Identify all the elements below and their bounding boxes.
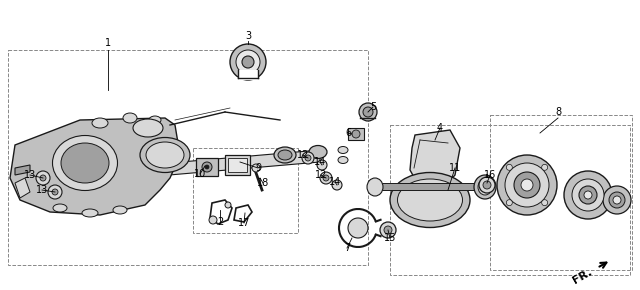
- Circle shape: [332, 180, 342, 190]
- Circle shape: [305, 155, 311, 161]
- Circle shape: [209, 216, 217, 224]
- Ellipse shape: [113, 206, 127, 214]
- Circle shape: [230, 44, 266, 80]
- Circle shape: [579, 186, 597, 204]
- Text: 15: 15: [384, 233, 396, 243]
- Text: 16: 16: [484, 170, 496, 180]
- Text: 6: 6: [345, 128, 351, 138]
- Ellipse shape: [474, 175, 496, 199]
- Ellipse shape: [278, 150, 292, 160]
- Circle shape: [497, 155, 557, 215]
- Text: 18: 18: [257, 178, 269, 188]
- Ellipse shape: [52, 135, 118, 191]
- Circle shape: [36, 171, 50, 185]
- Text: 13: 13: [24, 170, 36, 180]
- Text: FR.: FR.: [571, 267, 593, 285]
- Ellipse shape: [338, 157, 348, 164]
- Circle shape: [506, 164, 513, 170]
- Ellipse shape: [82, 209, 98, 217]
- Polygon shape: [15, 178, 30, 198]
- Circle shape: [302, 152, 314, 164]
- Circle shape: [205, 165, 209, 169]
- FancyBboxPatch shape: [196, 158, 218, 176]
- Circle shape: [320, 172, 332, 184]
- Circle shape: [242, 56, 254, 68]
- Text: 11: 11: [449, 163, 461, 173]
- FancyBboxPatch shape: [348, 128, 364, 140]
- Polygon shape: [370, 183, 490, 190]
- Ellipse shape: [149, 116, 161, 124]
- Circle shape: [52, 189, 58, 195]
- Circle shape: [584, 191, 592, 199]
- Circle shape: [48, 185, 62, 199]
- Text: 13: 13: [36, 185, 48, 195]
- Ellipse shape: [367, 178, 383, 196]
- Circle shape: [236, 50, 260, 74]
- Ellipse shape: [61, 143, 109, 183]
- Circle shape: [380, 222, 396, 238]
- Circle shape: [514, 172, 540, 198]
- Ellipse shape: [274, 147, 296, 163]
- Polygon shape: [410, 130, 460, 192]
- Text: 8: 8: [555, 107, 561, 117]
- Text: 17: 17: [238, 218, 250, 228]
- Text: 2: 2: [217, 217, 223, 227]
- Circle shape: [613, 196, 621, 204]
- Ellipse shape: [53, 204, 67, 212]
- Text: 9: 9: [255, 163, 261, 173]
- Circle shape: [40, 175, 46, 181]
- Circle shape: [352, 130, 360, 138]
- Ellipse shape: [478, 179, 492, 195]
- Circle shape: [541, 200, 548, 206]
- Ellipse shape: [338, 146, 348, 153]
- Text: 14: 14: [329, 177, 341, 187]
- Circle shape: [609, 192, 625, 208]
- Ellipse shape: [390, 173, 470, 227]
- Polygon shape: [238, 70, 258, 80]
- Circle shape: [603, 186, 631, 214]
- Circle shape: [483, 181, 491, 189]
- Ellipse shape: [309, 146, 327, 159]
- Ellipse shape: [140, 137, 190, 173]
- Ellipse shape: [123, 113, 137, 123]
- Text: 7: 7: [344, 243, 350, 253]
- Text: 12: 12: [297, 150, 309, 160]
- Circle shape: [359, 103, 377, 121]
- Circle shape: [541, 164, 548, 170]
- Text: 10: 10: [194, 169, 206, 179]
- FancyBboxPatch shape: [228, 158, 247, 172]
- Circle shape: [564, 171, 612, 219]
- Text: 12: 12: [315, 170, 327, 180]
- Circle shape: [348, 218, 368, 238]
- Text: 5: 5: [370, 102, 376, 112]
- Circle shape: [521, 179, 533, 191]
- Polygon shape: [15, 165, 30, 175]
- Circle shape: [479, 177, 495, 193]
- Circle shape: [505, 163, 549, 207]
- Circle shape: [225, 202, 231, 208]
- Text: 14: 14: [314, 157, 326, 167]
- Circle shape: [384, 226, 392, 234]
- Circle shape: [323, 175, 329, 181]
- Polygon shape: [30, 150, 320, 187]
- Ellipse shape: [92, 118, 108, 128]
- Circle shape: [572, 179, 604, 211]
- Circle shape: [363, 107, 373, 117]
- Circle shape: [317, 160, 327, 170]
- Circle shape: [202, 162, 212, 172]
- Polygon shape: [10, 118, 180, 215]
- Ellipse shape: [133, 119, 163, 137]
- FancyBboxPatch shape: [225, 155, 250, 175]
- Circle shape: [506, 200, 513, 206]
- Text: 3: 3: [245, 31, 251, 41]
- Text: 1: 1: [105, 38, 111, 48]
- Ellipse shape: [397, 179, 463, 221]
- Circle shape: [252, 164, 260, 172]
- Text: 4: 4: [437, 123, 443, 133]
- Ellipse shape: [146, 142, 184, 168]
